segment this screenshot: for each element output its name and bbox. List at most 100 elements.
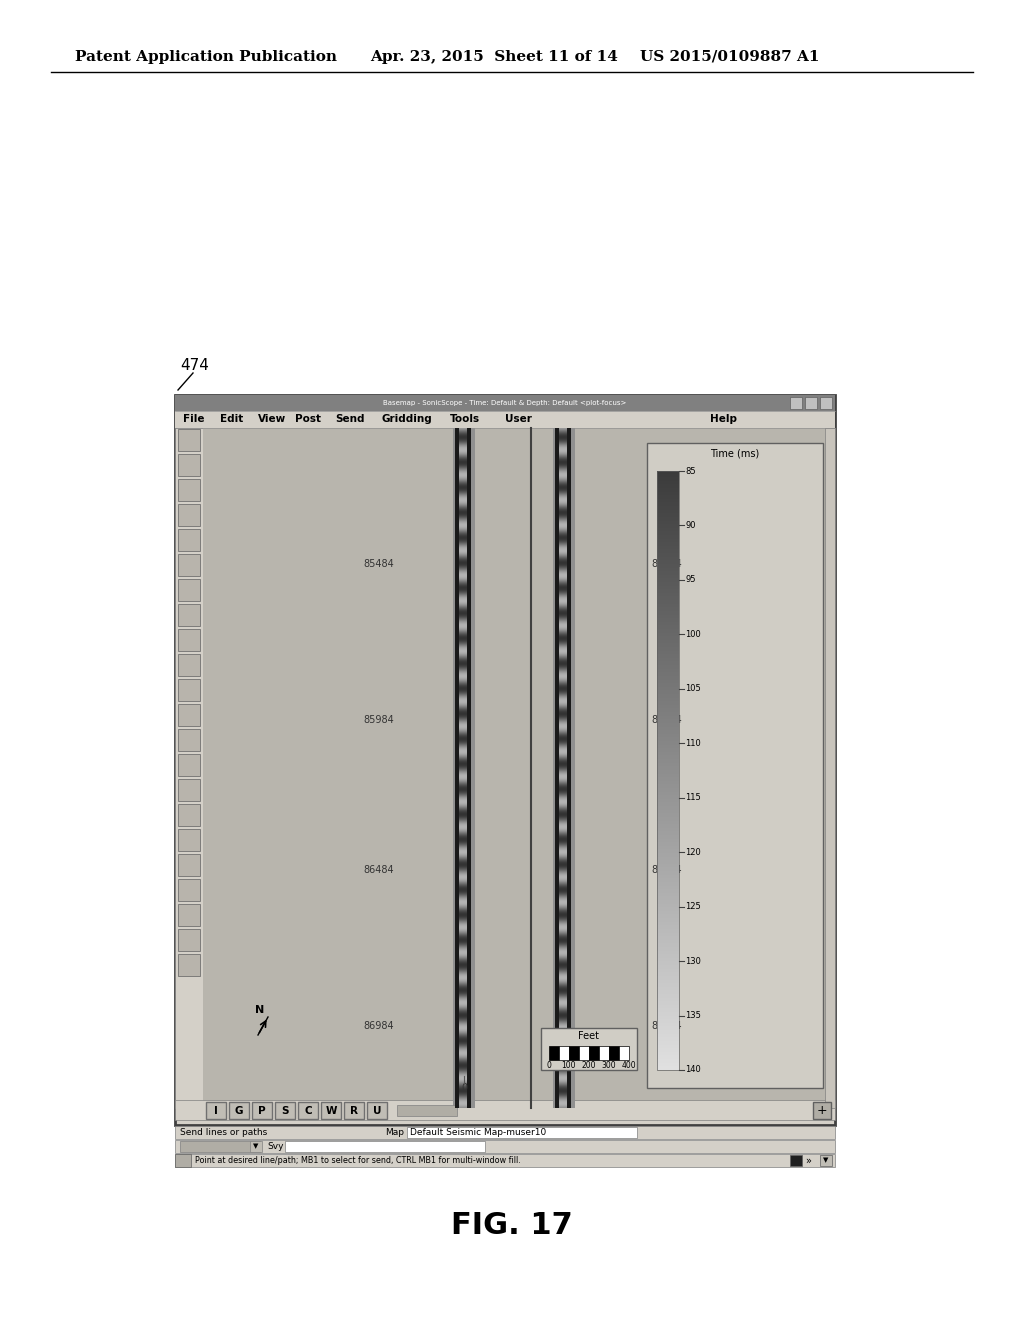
Bar [178, 678, 200, 701]
Text: Map: Map [385, 1129, 404, 1137]
Text: 140: 140 [685, 1065, 701, 1074]
Bar [178, 754, 200, 776]
Text: Patent Application Publication: Patent Application Publication [75, 50, 337, 63]
Text: 86984: 86984 [364, 1022, 394, 1031]
Text: Svy: Svy [267, 1142, 284, 1151]
Text: 135: 135 [685, 1011, 701, 1020]
Bar [453, 428, 475, 1107]
Bar [180, 1140, 260, 1152]
Bar [178, 854, 200, 876]
Text: 86484: 86484 [651, 865, 682, 875]
Text: 100: 100 [685, 630, 701, 639]
Bar [790, 1155, 802, 1166]
Bar [229, 1102, 249, 1119]
Text: 90: 90 [685, 521, 696, 529]
Bar [175, 1140, 835, 1152]
Bar [178, 479, 200, 502]
Text: Help: Help [710, 414, 737, 425]
Bar [579, 1045, 589, 1060]
Bar [367, 1102, 387, 1119]
Bar [178, 653, 200, 676]
Bar [175, 395, 835, 411]
Bar [285, 1140, 485, 1152]
Text: +: + [817, 1104, 827, 1117]
Bar [555, 428, 559, 1107]
Text: US 2015/0109887 A1: US 2015/0109887 A1 [640, 50, 819, 63]
Text: 400: 400 [622, 1061, 636, 1071]
Bar [206, 1102, 226, 1119]
Text: R: R [350, 1106, 358, 1115]
Bar [178, 729, 200, 751]
Bar [559, 1045, 569, 1060]
Bar [618, 1045, 629, 1060]
Bar [178, 529, 200, 550]
Bar [178, 704, 200, 726]
Text: ▼: ▼ [823, 1158, 828, 1163]
Text: C: C [304, 1106, 312, 1115]
Bar [541, 1028, 637, 1071]
Text: Point at desired line/path; MB1 to select for send, CTRL MB1 for multi-window fi: Point at desired line/path; MB1 to selec… [195, 1156, 521, 1166]
Text: I: I [214, 1106, 218, 1115]
Bar [178, 954, 200, 975]
Text: P: P [258, 1106, 266, 1115]
Bar [178, 579, 200, 601]
Text: 86484: 86484 [364, 865, 394, 875]
Bar [656, 471, 679, 1071]
Text: »: » [805, 1155, 811, 1166]
Bar [344, 1102, 364, 1119]
Text: 130: 130 [685, 957, 701, 966]
Text: N: N [255, 1005, 264, 1015]
Text: Apr. 23, 2015  Sheet 11 of 14: Apr. 23, 2015 Sheet 11 of 14 [370, 50, 617, 63]
Bar [178, 605, 200, 626]
Text: Time (ms): Time (ms) [710, 447, 760, 458]
Bar [178, 804, 200, 826]
Text: 125: 125 [685, 902, 701, 911]
Bar [175, 1100, 835, 1119]
Text: Send: Send [335, 414, 365, 425]
Bar [599, 1045, 608, 1060]
Bar [178, 454, 200, 477]
Bar [178, 879, 200, 902]
Text: 86984: 86984 [651, 1022, 682, 1031]
Text: 85984: 85984 [364, 715, 394, 726]
Bar [175, 428, 203, 1107]
Bar [252, 1102, 272, 1119]
Bar [569, 1045, 579, 1060]
Text: Post: Post [295, 414, 321, 425]
Text: 0: 0 [547, 1061, 552, 1071]
Bar [813, 1102, 831, 1119]
Bar [567, 428, 571, 1107]
Text: File: File [183, 414, 205, 425]
Bar [178, 829, 200, 851]
Bar [178, 779, 200, 801]
Text: 105: 105 [685, 684, 701, 693]
Bar [178, 554, 200, 576]
Text: 200: 200 [582, 1061, 596, 1071]
Text: Gridding: Gridding [382, 414, 433, 425]
Bar [175, 1154, 835, 1167]
Text: Tools: Tools [450, 414, 480, 425]
Text: U: U [373, 1106, 381, 1115]
Bar [820, 397, 831, 409]
Text: 85: 85 [685, 466, 696, 475]
Text: Default Seismic Map-muser10: Default Seismic Map-muser10 [410, 1129, 546, 1137]
Bar [298, 1102, 318, 1119]
Text: FIG. 17: FIG. 17 [452, 1210, 572, 1239]
Text: Edit: Edit [220, 414, 244, 425]
Bar [250, 1140, 262, 1152]
Bar [467, 428, 471, 1107]
Text: S: S [282, 1106, 289, 1115]
Text: 115: 115 [685, 793, 701, 803]
Bar [175, 395, 835, 1125]
Bar [589, 1045, 599, 1060]
Bar [820, 1155, 831, 1166]
Text: 300: 300 [601, 1061, 616, 1071]
Text: 95: 95 [685, 576, 696, 585]
Text: View: View [258, 414, 287, 425]
Bar [178, 904, 200, 927]
Text: 120: 120 [685, 847, 701, 857]
Text: 474: 474 [180, 358, 209, 374]
Bar [175, 1154, 191, 1167]
Bar [178, 429, 200, 451]
Text: User: User [505, 414, 531, 425]
